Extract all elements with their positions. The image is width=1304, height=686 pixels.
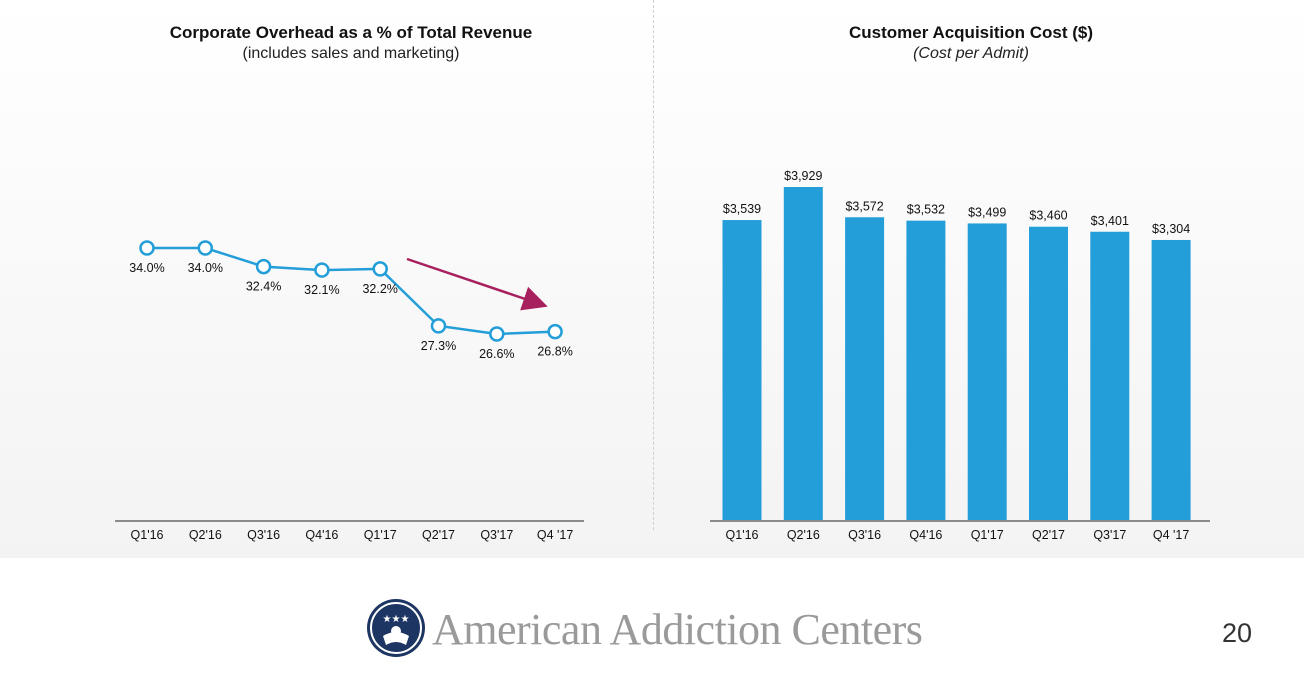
acquisition-cost-data-label: $3,572: [845, 199, 883, 213]
overhead-x-tick-label: Q2'17: [422, 528, 455, 542]
overhead-x-tick-label: Q3'16: [247, 528, 280, 542]
overhead-data-point: [139, 240, 155, 256]
overhead-data-label: 32.1%: [304, 283, 339, 297]
acquisition-cost-chart-title: Customer Acquisition Cost ($): [849, 23, 1093, 42]
acquisition-cost-chart-subtitle: (Cost per Admit): [913, 45, 1029, 62]
acquisition-cost-x-tick-label: Q1'17: [971, 528, 1004, 542]
acquisition-cost-bar-chart: $3,539 Q1'16 $3,929 Q2'16 $3,572 Q3'16 $3,532 Q…: [710, 169, 1210, 542]
acquisition-cost-data-label: $3,532: [907, 203, 945, 217]
overhead-data-label: 32.4%: [246, 280, 281, 294]
overhead-data-label: 26.8%: [537, 345, 572, 359]
acquisition-cost-x-tick-label: Q2'17: [1032, 528, 1065, 542]
overhead-data-label: 34.0%: [129, 261, 164, 275]
acquisition-cost-data-label: $3,499: [968, 205, 1006, 219]
acquisition-cost-data-label: $3,304: [1152, 222, 1190, 236]
overhead-data-point: [197, 240, 214, 256]
svg-text:★★★: ★★★: [383, 614, 410, 625]
overhead-x-tick-label: Q4'16: [305, 528, 338, 542]
overhead-x-tick-label: Q4 '17: [537, 528, 573, 542]
overhead-data-point: [314, 262, 330, 278]
acquisition-cost-bar: [967, 223, 1007, 520]
acquisition-cost-x-tick-label: Q4 '17: [1153, 528, 1189, 542]
page-number: 20: [1222, 618, 1253, 648]
acquisition-cost-bar: [1090, 231, 1130, 521]
acquisition-cost-data-label: $3,401: [1091, 214, 1129, 228]
acquisition-cost-bar: [845, 217, 885, 520]
overhead-data-label: 26.6%: [479, 347, 514, 361]
overhead-data-point: [372, 261, 388, 277]
acquisition-cost-bar: [722, 220, 762, 521]
aac-logo-icon: ★★★: [367, 599, 425, 657]
overhead-data-point: [430, 318, 447, 334]
overhead-x-tick-label: Q1'17: [364, 528, 397, 542]
overhead-x-tick-label: Q3'17: [480, 528, 513, 542]
acquisition-cost-data-label: $3,460: [1029, 209, 1067, 223]
acquisition-cost-x-tick-label: Q2'16: [787, 528, 820, 542]
overhead-data-label: 32.2%: [362, 282, 397, 296]
chart-panel-background: [0, 0, 1304, 558]
overhead-series-line: [147, 246, 556, 336]
panel-divider: [653, 0, 654, 530]
acquisition-cost-bar: [906, 220, 946, 520]
acquisition-cost-x-tick-label: Q1'16: [726, 528, 759, 542]
overhead-data-label: 27.3%: [421, 339, 456, 353]
overhead-x-tick-label: Q2'16: [189, 528, 222, 542]
overhead-data-point: [547, 323, 563, 340]
acquisition-cost-x-tick-label: Q3'16: [848, 528, 881, 542]
acquisition-cost-data-label: $3,929: [784, 169, 822, 183]
overhead-chart-subtitle: (includes sales and marketing): [242, 45, 460, 62]
overhead-data-point: [489, 326, 505, 342]
overhead-data-point: [255, 258, 272, 275]
brand-name: American Addiction Centers: [432, 605, 923, 654]
overhead-line-chart: 34.0% Q1'16 34.0% Q2'16 32.4% Q3'16 32.1% Q4'16…: [115, 240, 584, 542]
acquisition-cost-bar: [1151, 239, 1191, 520]
acquisition-cost-bar: [783, 187, 823, 520]
acquisition-cost-bar: [1029, 226, 1068, 520]
overhead-x-tick-label: Q1'16: [131, 528, 164, 542]
overhead-chart-title: Corporate Overhead as a % of Total Reven…: [169, 23, 533, 42]
acquisition-cost-x-tick-label: Q4'16: [909, 528, 942, 542]
acquisition-cost-x-tick-label: Q3'17: [1093, 528, 1126, 542]
trend-arrow: [406, 257, 548, 311]
overhead-data-label: 34.0%: [188, 261, 223, 275]
acquisition-cost-data-label: $3,539: [723, 202, 761, 216]
